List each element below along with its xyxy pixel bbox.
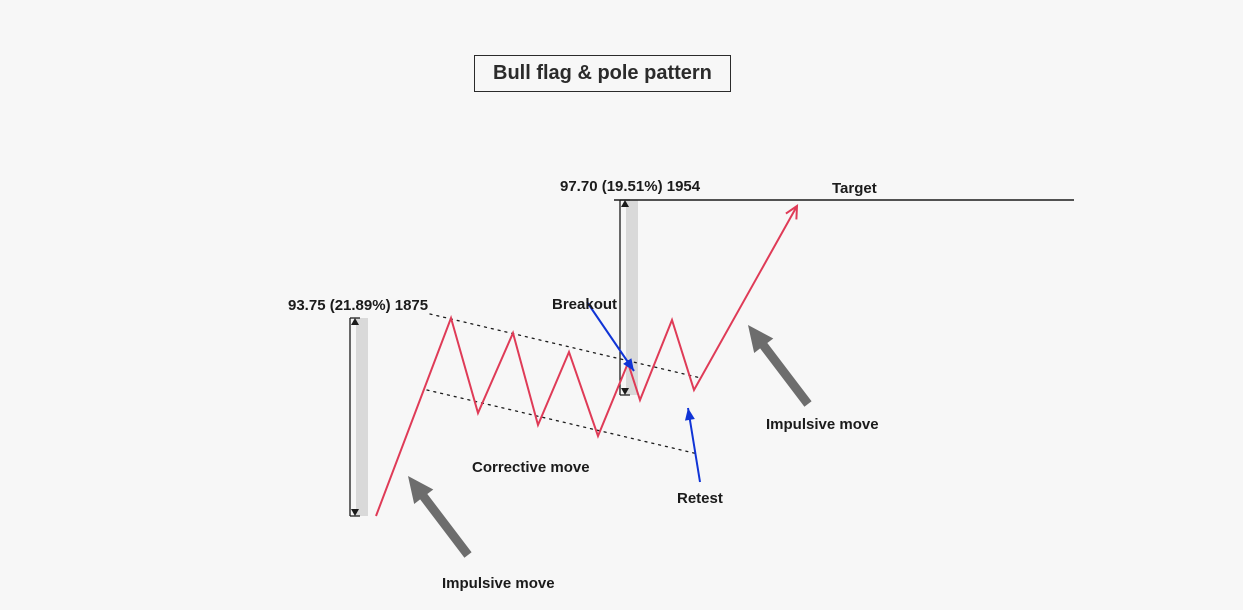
target-label: Target [832, 180, 877, 197]
impulsive2-arrow [748, 325, 812, 407]
measure-bar-pole1 [356, 318, 368, 516]
breakout-label: Breakout [552, 296, 617, 313]
measure-label-pole1: 93.75 (21.89%) 1875 [288, 297, 428, 314]
corrective-move-label: Corrective move [472, 459, 590, 476]
flag-channel-upper [430, 314, 701, 378]
impulsive-move-1-label: Impulsive move [442, 575, 555, 592]
impulsive1-arrow [408, 476, 472, 558]
diagram-svg [0, 0, 1243, 610]
measure-label-pole2: 97.70 (19.51%) 1954 [560, 178, 700, 195]
diagram-stage: Bull flag & pole pattern 93.75 (21.89%) … [0, 0, 1243, 610]
retest-arrowhead [685, 408, 695, 421]
flag-channel-lower [427, 390, 698, 454]
impulsive-move-2-label: Impulsive move [766, 416, 879, 433]
retest-label: Retest [677, 490, 723, 507]
